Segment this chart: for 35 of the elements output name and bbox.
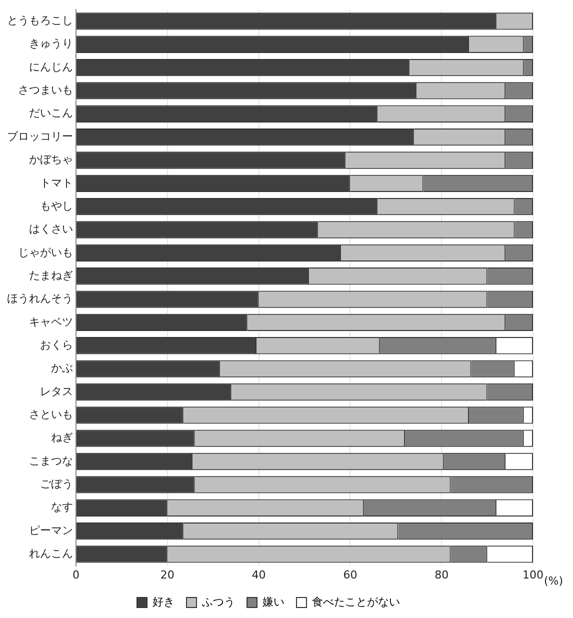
y-tick-label: さつまいも bbox=[18, 84, 73, 97]
y-tick-label: ブロッコリー bbox=[7, 130, 73, 143]
x-tick-label: 0 bbox=[72, 568, 80, 582]
y-tick-label: トマト bbox=[40, 176, 73, 190]
y-tick-label: ねぎ bbox=[51, 431, 73, 444]
y-tick-label: はくさい bbox=[29, 222, 73, 236]
y-tick-label: れんこん bbox=[29, 547, 73, 560]
legend-label: 嫌い bbox=[262, 595, 284, 608]
x-tick-label: 80 bbox=[434, 568, 449, 582]
x-tick-label: 60 bbox=[343, 568, 358, 582]
legend-label: 好き bbox=[152, 595, 174, 608]
y-tick-label: とうもろこし bbox=[7, 14, 73, 28]
x-tick-label: 100 bbox=[522, 568, 544, 582]
y-tick-label: おくら bbox=[40, 338, 73, 352]
legend-label: ふつう bbox=[201, 595, 235, 608]
y-tick-label: ピーマン bbox=[29, 524, 73, 537]
y-tick-label: ほうれんそう bbox=[7, 292, 73, 306]
y-tick-label: レタス bbox=[40, 384, 73, 398]
y-tick-label: だいこん bbox=[29, 106, 73, 120]
y-tick-label: ごぼう bbox=[40, 478, 73, 491]
x-tick-label: 20 bbox=[160, 568, 174, 582]
legend-label: 食べたことがない bbox=[312, 595, 400, 608]
x-tick-label: 40 bbox=[252, 568, 266, 582]
y-tick-label: こまつな bbox=[29, 454, 73, 468]
y-tick-label: もやし bbox=[40, 199, 73, 212]
y-tick-label: きゅうり bbox=[29, 37, 73, 50]
y-tick-label: キャベツ bbox=[29, 315, 73, 328]
y-tick-label: たまねぎ bbox=[29, 268, 73, 282]
y-tick-label: にんじん bbox=[29, 60, 73, 74]
y-tick-label: じゃがいも bbox=[18, 246, 73, 259]
y-tick-label: さといも bbox=[29, 408, 73, 422]
x-axis-title: (%) bbox=[544, 574, 564, 588]
y-tick-label: かぼちゃ bbox=[29, 153, 73, 166]
y-tick-label: かぶ bbox=[51, 362, 73, 375]
y-tick-label: なす bbox=[51, 500, 73, 514]
